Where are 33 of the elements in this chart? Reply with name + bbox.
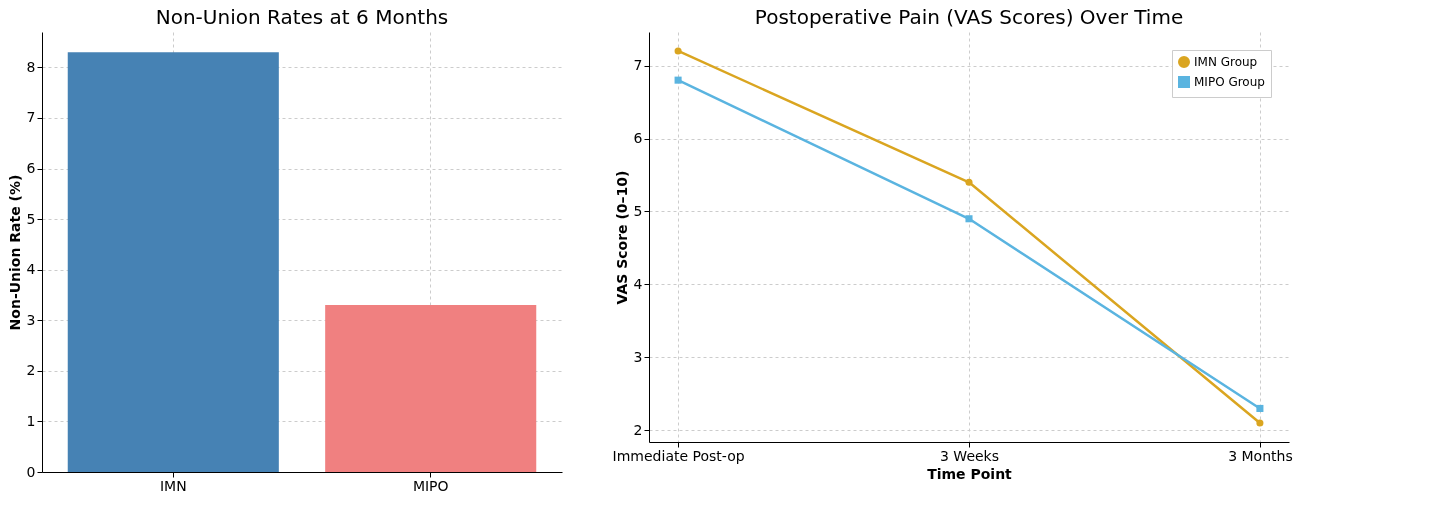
point bbox=[1256, 419, 1264, 427]
point bbox=[674, 76, 682, 84]
y-tick-label: 2 bbox=[26, 362, 36, 379]
y-tick-label: 8 bbox=[26, 58, 36, 75]
y-tick-label: 7 bbox=[633, 57, 643, 74]
x-tick-label: Immediate Post-op bbox=[612, 447, 745, 464]
y-tick-label: 2 bbox=[633, 421, 643, 438]
legend-label: IMN Group bbox=[1194, 55, 1258, 69]
y-tick-label: 4 bbox=[633, 275, 643, 292]
x-axis-title: Time Point bbox=[927, 465, 1013, 482]
x-tick-label: MIPO bbox=[412, 477, 449, 494]
y-tick-label: 1 bbox=[26, 412, 36, 429]
y-tick-label: 6 bbox=[26, 160, 36, 177]
point bbox=[674, 47, 682, 55]
x-tick-label: 3 Months bbox=[1228, 447, 1293, 464]
y-tick-label: 3 bbox=[26, 311, 36, 328]
y-tick-label: 5 bbox=[633, 202, 643, 219]
y-tick-label: 4 bbox=[26, 261, 36, 278]
y-axis-title: Non-Union Rate (%) bbox=[6, 174, 23, 331]
point bbox=[965, 215, 973, 223]
y-tick-label: 7 bbox=[26, 109, 36, 126]
chart-title: Non-Union Rates at 6 Months bbox=[155, 5, 449, 29]
y-tick-label: 5 bbox=[26, 210, 36, 227]
point bbox=[965, 178, 973, 186]
x-tick-label: 3 Weeks bbox=[939, 447, 1000, 464]
legend-label: MIPO Group bbox=[1194, 75, 1265, 89]
chart-title: Postoperative Pain (VAS Scores) Over Time bbox=[754, 5, 1184, 29]
x-tick-label: IMN bbox=[159, 477, 187, 494]
point bbox=[1256, 404, 1264, 412]
y-axis-title: VAS Score (0–10) bbox=[613, 170, 630, 305]
y-tick-label: 0 bbox=[26, 463, 36, 480]
y-tick-label: 3 bbox=[633, 348, 643, 365]
y-tick-label: 6 bbox=[633, 130, 643, 147]
